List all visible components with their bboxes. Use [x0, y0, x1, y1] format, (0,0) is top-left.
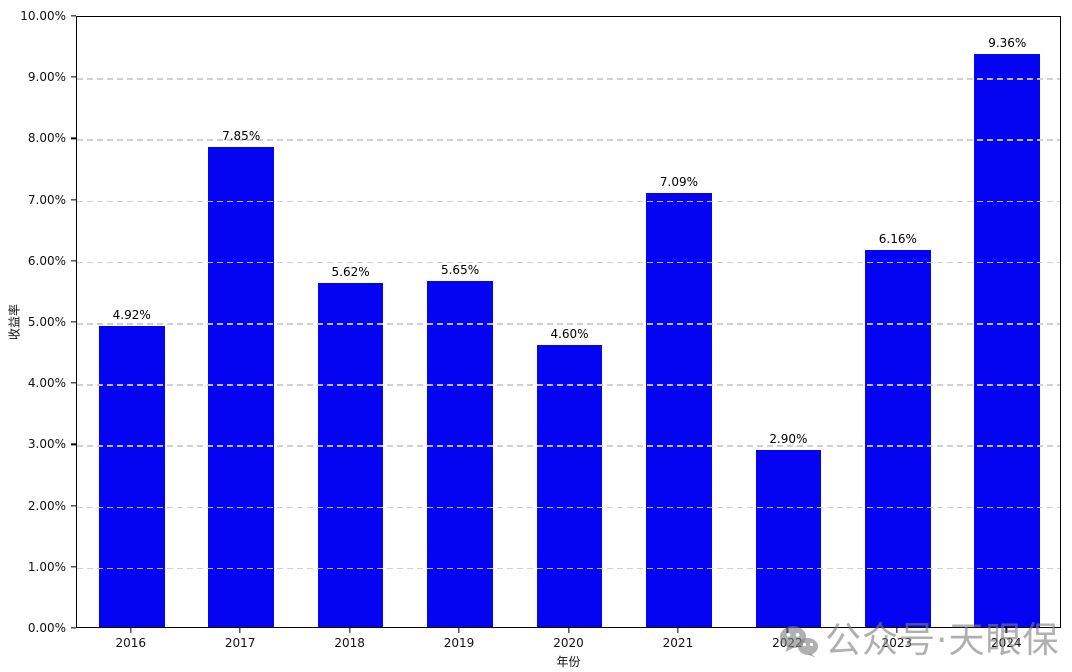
bar-value-label: 7.85%	[222, 128, 261, 143]
y-tick-label: 3.00%	[27, 437, 66, 452]
y-tick-mark	[71, 566, 76, 568]
x-tick-mark	[896, 628, 898, 633]
x-tick-mark	[348, 628, 351, 633]
y-tick-mark	[71, 198, 76, 201]
bar-value-label: 7.09%	[659, 175, 698, 190]
grid-layer	[77, 17, 1060, 627]
y-tick-mark	[71, 15, 76, 17]
x-tick-mark	[786, 628, 789, 633]
y-tick-label: 5.00%	[27, 315, 66, 329]
bar-2016	[98, 325, 165, 627]
gridline	[77, 200, 1060, 203]
x-tick-mark	[567, 628, 570, 633]
gridline	[77, 384, 1060, 386]
bar-value-label: 9.36%	[988, 36, 1027, 51]
bar-2019	[427, 281, 493, 627]
bar-value-label: 2.90%	[769, 431, 808, 446]
y-tick-mark	[71, 321, 76, 323]
x-tick-label: 2021	[662, 636, 694, 650]
y-tick-mark	[71, 260, 76, 262]
gridline	[77, 567, 1060, 570]
x-tick-label: 2024	[990, 636, 1022, 650]
x-tick-label: 2022	[772, 636, 803, 650]
bar-value-label: 4.92%	[112, 307, 151, 322]
y-tick-label: 0.00%	[27, 621, 66, 635]
y-tick-label: 2.00%	[27, 498, 66, 513]
x-tick-mark	[130, 628, 132, 633]
y-tick-label: 9.00%	[27, 70, 66, 85]
x-axis-title: 年份	[556, 655, 581, 669]
gridline	[77, 506, 1060, 509]
x-tick-label: 2020	[553, 636, 584, 650]
bar-2023	[865, 250, 931, 627]
x-tick-label: 2019	[443, 636, 475, 650]
y-tick-label: 8.00%	[27, 131, 66, 146]
bar-2022	[755, 449, 822, 627]
y-tick-mark	[71, 443, 76, 446]
bar-2017	[208, 146, 274, 627]
y-tick-mark	[71, 382, 76, 384]
y-tick-label: 7.00%	[27, 192, 66, 207]
x-tick-label: 2016	[115, 636, 146, 650]
bar-value-label: 4.60%	[550, 327, 589, 342]
x-tick-mark	[458, 628, 460, 633]
y-tick-label: 6.00%	[27, 253, 66, 268]
gridline	[77, 261, 1060, 264]
x-tick-mark	[239, 628, 241, 633]
gridline	[77, 323, 1060, 325]
y-tick-mark	[71, 76, 76, 78]
plot-area: 4.92% 7.85% 5.62% 5.65% 4.60% 7.09% 2.90% 6.16%…	[76, 16, 1061, 628]
x-tick-mark	[677, 628, 679, 633]
y-tick-label: 4.00%	[27, 376, 66, 391]
gridline	[77, 139, 1060, 141]
gridline	[77, 78, 1060, 80]
bar-value-label: 6.16%	[878, 232, 917, 246]
y-tick-mark	[71, 504, 76, 507]
bar-2024	[974, 54, 1041, 627]
bar-value-label: 5.62%	[331, 265, 370, 280]
x-tick-label: 2017	[224, 636, 256, 650]
bar-labels-layer: 4.92% 7.85% 5.62% 5.65% 4.60% 7.09% 2.90% 6.16%…	[77, 17, 1060, 627]
y-tick-label: 10.00%	[20, 9, 66, 23]
bar-2020	[536, 345, 603, 627]
x-tick-mark	[1005, 628, 1007, 633]
x-tick-label: 2023	[881, 636, 913, 650]
y-tick-mark	[71, 627, 76, 629]
bar-2018	[317, 283, 384, 627]
gridline	[77, 445, 1060, 447]
bar-2021	[646, 193, 712, 627]
x-tick-label: 2018	[334, 636, 365, 650]
bar-value-label: 5.65%	[440, 263, 480, 278]
y-tick-label: 1.00%	[27, 559, 66, 574]
y-tick-mark	[71, 137, 76, 140]
bars-layer	[77, 17, 1060, 627]
